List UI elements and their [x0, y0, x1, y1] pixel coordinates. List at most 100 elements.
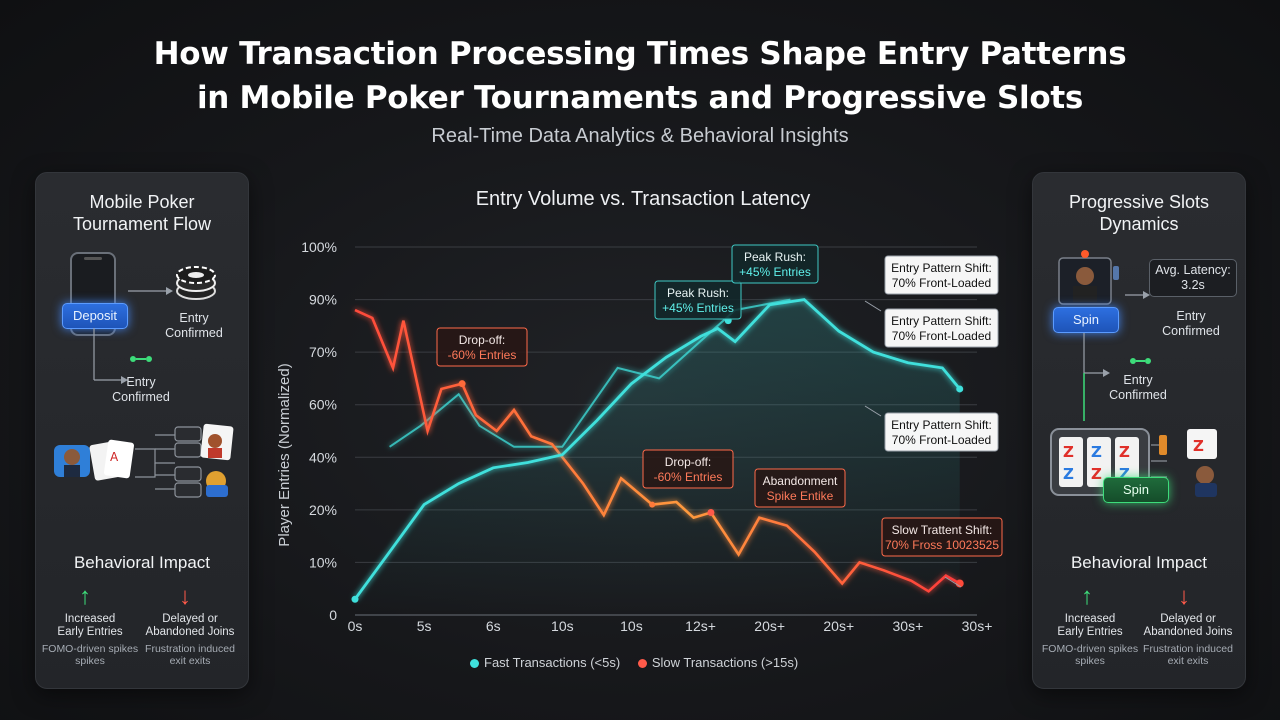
slots-impact-increased-label: Increased Early Entries	[1057, 613, 1123, 638]
fast-series-start-point	[351, 595, 359, 603]
impact-delayed-label: Delayed or Abandoned Joins	[145, 613, 235, 638]
y-tick-label: 40%	[309, 449, 337, 465]
annotation-line2: +45% Entries	[739, 265, 811, 279]
annotation-line2: 70% Fross 10023525	[885, 538, 999, 552]
latency-value: 3.2s	[1181, 278, 1205, 292]
annotation-callout: Entry Pattern Shift:70% Front-Loaded	[884, 412, 999, 452]
annotation-callout: Entry Pattern Shift:70% Front-Loaded	[884, 255, 999, 295]
impact-increased-label: Increased Early Entries	[57, 613, 123, 638]
deposit-button[interactable]: Deposit	[62, 303, 128, 329]
entry-confirmed-label-1: Entry Confirmed	[165, 311, 223, 340]
svg-text:Z: Z	[1193, 437, 1204, 455]
slots-flow-connector-icon	[1083, 333, 1151, 421]
y-tick-label: 0	[329, 607, 337, 623]
y-tick-label: 100%	[301, 239, 337, 255]
poker-flow-panel: Mobile Poker Tournament Flow Deposit Ent…	[35, 172, 249, 689]
svg-text:Z: Z	[1063, 465, 1074, 483]
page-title-line2: in Mobile Poker Tournaments and Progress…	[196, 80, 1084, 116]
slow-series-point	[458, 380, 466, 388]
annotation-pointer	[944, 576, 962, 588]
spin-button-top[interactable]: Spin	[1053, 307, 1119, 333]
poker-panel-title-line2: Tournament Flow	[72, 214, 212, 234]
slow-series-point	[707, 508, 715, 516]
arrow-down-icon: ↓	[179, 583, 191, 610]
chart-legend: Fast Transactions (<5s) Slow Transaction…	[470, 655, 812, 670]
annotation-callout: Slow Trattent Shift:70% Fross 10023525	[881, 517, 1003, 557]
svg-text:Z: Z	[1063, 443, 1074, 461]
slots-dynamics-panel: Progressive Slots Dynamics Spin Avg. Lat…	[1032, 172, 1246, 689]
slow-series-line	[354, 308, 961, 593]
x-tick-label: 30s+	[962, 618, 993, 634]
x-tick-label: 6s	[486, 618, 501, 634]
annotation-box	[654, 280, 742, 320]
annotation-line2: -60% Entries	[654, 470, 723, 484]
annotation-box	[884, 412, 999, 452]
spin-button-bottom[interactable]: Spin	[1103, 477, 1169, 503]
x-tick-label: 20s+	[823, 618, 854, 634]
fast-series-line	[353, 298, 961, 601]
slots-entry-confirmed-2: Entry Confirmed	[1109, 373, 1167, 402]
x-tick-label: 10s	[620, 618, 643, 634]
annotation-line1: Drop-off:	[459, 333, 505, 347]
arrow-right-icon	[1125, 291, 1150, 299]
x-tick-label: 10s	[551, 618, 574, 634]
annotation-line2: 70% Front-Loaded	[892, 329, 991, 343]
legend-item-fast: Fast Transactions (<5s)	[470, 655, 620, 670]
annotation-box	[642, 449, 734, 489]
page-subtitle: Real-Time Data Analytics & Behavioral In…	[431, 125, 849, 147]
poker-panel-title-line1: Mobile Poker	[89, 192, 195, 212]
x-tick-label: 5s	[417, 618, 432, 634]
svg-text:Z: Z	[1119, 465, 1130, 483]
y-tick-label: 60%	[309, 397, 337, 413]
slots-panel-title-line2: Dynamics	[1099, 214, 1179, 234]
x-tick-label: 20s+	[754, 618, 785, 634]
annotation-callout: Drop-off:-60% Entries	[436, 327, 528, 367]
annotation-line2: -60% Entries	[448, 348, 517, 362]
annotation-box	[436, 327, 528, 367]
slots-impact-increased-note: FOMO-driven spikes spikes	[1041, 643, 1139, 667]
annotation-line1: Entry Pattern Shift:	[891, 261, 992, 275]
slots-impact-delayed-note: Frustration induced exit exits	[1143, 643, 1233, 667]
annotation-box	[881, 517, 1003, 557]
slow-series-point	[649, 501, 656, 508]
legend-dot-slow	[637, 659, 647, 669]
slot-player-icon	[1058, 250, 1119, 305]
poker-impact-title: Behavioral Impact	[73, 553, 211, 572]
arrow-right-icon	[128, 287, 173, 295]
annotation-box	[731, 244, 819, 284]
latency-label: Avg. Latency:	[1155, 263, 1231, 277]
legend-item-slow: Slow Transactions (>15s)	[637, 655, 798, 670]
annotation-callout: Peak Rush:+45% Entries	[731, 244, 819, 284]
legend-dot-fast	[470, 659, 479, 669]
annotation-line1: Entry Pattern Shift:	[891, 314, 992, 328]
annotation-line2: +45% Entries	[662, 301, 734, 315]
arrow-up-icon: ↑	[1081, 583, 1093, 610]
annotation-line1: Drop-off:	[665, 455, 711, 469]
x-tick-label: 12s+	[685, 618, 716, 634]
slots-panel-title-line1: Progressive Slots	[1068, 192, 1210, 212]
y-tick-label: 70%	[309, 344, 337, 360]
y-tick-label: 20%	[309, 502, 337, 518]
fast-series-end-point	[956, 385, 964, 393]
slots-impact-delayed-label: Delayed or Abandoned Joins	[1143, 613, 1233, 638]
flow-connector-icon	[93, 328, 152, 384]
annotation-line2: Spike Entike	[767, 489, 834, 503]
annotation-callout: Drop-off:-60% Entries	[642, 449, 734, 489]
annotation-line2: 70% Front-Loaded	[892, 276, 991, 290]
arrow-down-icon: ↓	[1178, 583, 1190, 610]
y-tick-label: 10%	[309, 554, 337, 570]
arrow-up-icon: ↑	[79, 583, 91, 610]
slots-entry-confirmed-1: Entry Confirmed	[1162, 309, 1220, 338]
latency-box: Avg. Latency: 3.2s	[1149, 259, 1237, 297]
annotation-pointer	[864, 405, 882, 417]
annotation-box	[754, 468, 846, 508]
svg-text:A: A	[110, 450, 119, 464]
annotation-line1: Peak Rush:	[667, 286, 729, 300]
page-title: How Transaction Processing Times Shape E…	[0, 32, 1280, 120]
svg-text:Z: Z	[1119, 443, 1130, 461]
y-tick-label: 90%	[309, 292, 337, 308]
annotation-callout: Entry Pattern Shift:70% Front-Loaded	[884, 308, 999, 348]
x-tick-label: 0s	[348, 618, 363, 634]
fast-series-secondary-line	[389, 298, 791, 448]
tournament-bracket-icon: A	[54, 423, 234, 498]
